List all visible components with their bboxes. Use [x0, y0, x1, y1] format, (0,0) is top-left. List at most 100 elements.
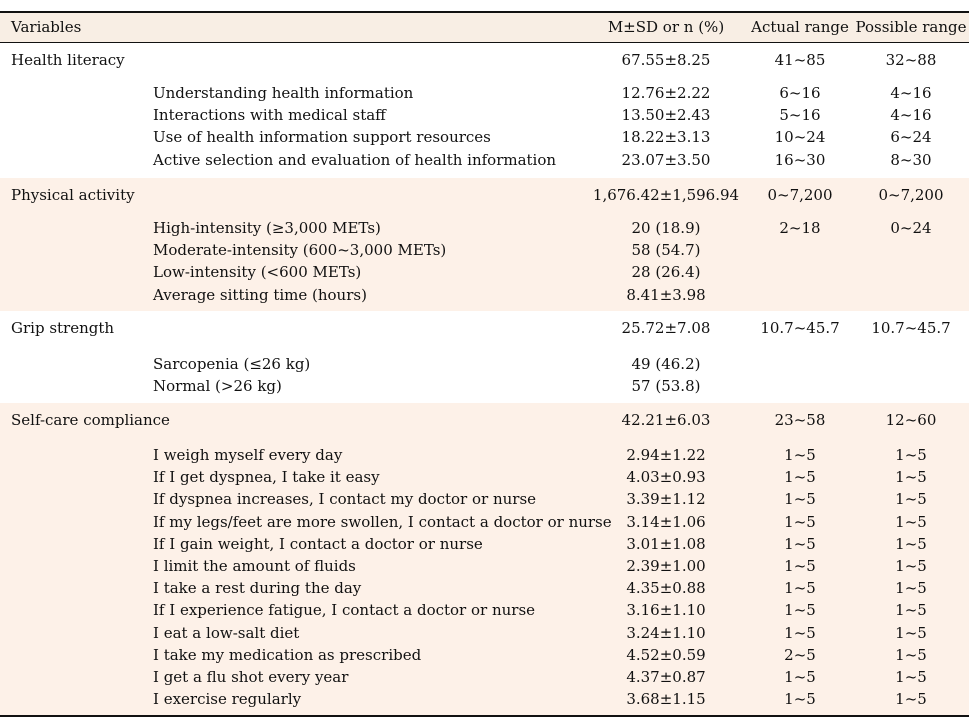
header-row: Variables M±SD or n (%) Actual range Pos…: [0, 13, 969, 42]
section-health-literacy: Health literacy 67.55±8.25 41~85 32~88 Under…: [0, 43, 969, 178]
section-actual-range: 23~58: [774, 411, 826, 429]
item-actual-range: 1~5: [784, 690, 816, 708]
item-label: I weigh myself every day: [153, 446, 343, 464]
item-actual-range: 1~5: [784, 601, 816, 619]
item-actual-range: 6~16: [779, 84, 821, 102]
item-possible-range: 8~30: [890, 151, 932, 169]
item-actual-range: 1~5: [784, 624, 816, 642]
table-top-rule: [0, 11, 969, 13]
item-label: Moderate-intensity (600~3,000 METs): [153, 241, 447, 259]
section-name: Physical activity: [11, 186, 135, 204]
item-msd: 3.24±1.10: [626, 624, 706, 642]
item-msd: 4.52±0.59: [626, 646, 706, 664]
item-possible-range: 1~5: [895, 535, 927, 553]
item-actual-range: 1~5: [784, 446, 816, 464]
item-label: If I gain weight, I contact a doctor or …: [153, 535, 483, 553]
item-msd: 57 (53.8): [631, 377, 701, 395]
item-msd: 3.01±1.08: [626, 535, 706, 553]
section-name: Self-care compliance: [11, 411, 170, 429]
section-possible-range: 12~60: [885, 411, 937, 429]
item-msd: 4.03±0.93: [626, 468, 706, 486]
item-possible-range: 1~5: [895, 690, 927, 708]
item-msd: 58 (54.7): [631, 241, 701, 259]
section-name: Health literacy: [11, 51, 125, 69]
item-actual-range: 2~18: [779, 219, 821, 237]
header-msd: M±SD or n (%): [607, 18, 725, 36]
item-possible-range: 1~5: [895, 624, 927, 642]
item-msd: 23.07±3.50: [621, 151, 711, 169]
section-msd: 42.21±6.03: [621, 411, 711, 429]
item-msd: 20 (18.9): [631, 219, 701, 237]
item-msd: 3.39±1.12: [626, 490, 706, 508]
item-possible-range: 0~24: [890, 219, 932, 237]
item-actual-range: 2~5: [784, 646, 816, 664]
item-label: I eat a low-salt diet: [153, 624, 300, 642]
item-possible-range: 1~5: [895, 446, 927, 464]
item-actual-range: 1~5: [784, 490, 816, 508]
section-possible-range: 10.7~45.7: [871, 319, 951, 337]
item-label: I exercise regularly: [153, 690, 302, 708]
item-possible-range: 4~16: [890, 84, 932, 102]
header-rule: [0, 42, 969, 43]
item-possible-range: 1~5: [895, 601, 927, 619]
item-label: If I get dyspnea, I take it easy: [153, 468, 380, 486]
section-msd: 67.55±8.25: [621, 51, 711, 69]
item-actual-range: 1~5: [784, 513, 816, 531]
item-label: I get a flu shot every year: [153, 668, 349, 686]
item-msd: 8.41±3.98: [626, 286, 706, 304]
item-possible-range: 4~16: [890, 106, 932, 124]
item-label: Low-intensity (<600 METs): [153, 263, 362, 281]
item-actual-range: 1~5: [784, 468, 816, 486]
item-possible-range: 1~5: [895, 579, 927, 597]
item-possible-range: 1~5: [895, 490, 927, 508]
item-possible-range: 1~5: [895, 513, 927, 531]
section-msd: 1,676.42±1,596.94: [592, 186, 740, 204]
item-msd: 12.76±2.22: [621, 84, 711, 102]
item-actual-range: 1~5: [784, 535, 816, 553]
item-label: I take my medication as prescribed: [153, 646, 422, 664]
item-label: Interactions with medical staff: [153, 106, 386, 124]
item-label: If I experience fatigue, I contact a doc…: [153, 601, 536, 619]
section-grip-strength: Grip strength 25.72±7.08 10.7~45.7 10.7~45.…: [0, 311, 969, 403]
item-msd: 3.16±1.10: [626, 601, 706, 619]
item-msd: 18.22±3.13: [621, 128, 711, 146]
section-physical-activity: Physical activity 1,676.42±1,596.94 0~7,20…: [0, 178, 969, 311]
item-msd: 2.94±1.22: [626, 446, 706, 464]
item-label: If my legs/feet are more swollen, I cont…: [153, 513, 612, 531]
header-actual-range: Actual range: [751, 18, 849, 36]
section-actual-range: 41~85: [774, 51, 826, 69]
item-possible-range: 6~24: [890, 128, 932, 146]
section-name: Grip strength: [11, 319, 115, 337]
item-possible-range: 1~5: [895, 468, 927, 486]
item-actual-range: 5~16: [779, 106, 821, 124]
item-msd: 4.37±0.87: [626, 668, 706, 686]
header-possible-range: Possible range: [855, 18, 967, 36]
header-variables: Variables: [11, 18, 82, 36]
section-actual-range: 0~7,200: [767, 186, 833, 204]
item-msd: 4.35±0.88: [626, 579, 706, 597]
item-label: High-intensity (≥3,000 METs): [153, 219, 381, 237]
item-label: Understanding health information: [153, 84, 414, 102]
item-actual-range: 1~5: [784, 579, 816, 597]
item-msd: 13.50±2.43: [621, 106, 711, 124]
section-actual-range: 10.7~45.7: [760, 319, 840, 337]
table-bottom-rule: [0, 715, 969, 717]
item-label: I limit the amount of fluids: [153, 557, 356, 575]
item-msd: 49 (46.2): [631, 355, 701, 373]
item-msd: 3.68±1.15: [626, 690, 706, 708]
item-msd: 3.14±1.06: [626, 513, 706, 531]
item-actual-range: 10~24: [774, 128, 826, 146]
item-msd: 2.39±1.00: [626, 557, 706, 575]
section-msd: 25.72±7.08: [621, 319, 711, 337]
section-self-care-compliance: Self-care compliance 42.21±6.03 23~58 12~60…: [0, 403, 969, 715]
section-possible-range: 0~7,200: [878, 186, 944, 204]
item-label: Average sitting time (hours): [153, 286, 367, 304]
item-label: Active selection and evaluation of healt…: [153, 151, 557, 169]
item-label: I take a rest during the day: [153, 579, 362, 597]
item-label: Sarcopenia (≤26 kg): [153, 355, 311, 373]
item-actual-range: 1~5: [784, 668, 816, 686]
item-actual-range: 1~5: [784, 557, 816, 575]
item-label: If dyspnea increases, I contact my docto…: [153, 490, 537, 508]
item-possible-range: 1~5: [895, 646, 927, 664]
item-msd: 28 (26.4): [631, 263, 701, 281]
